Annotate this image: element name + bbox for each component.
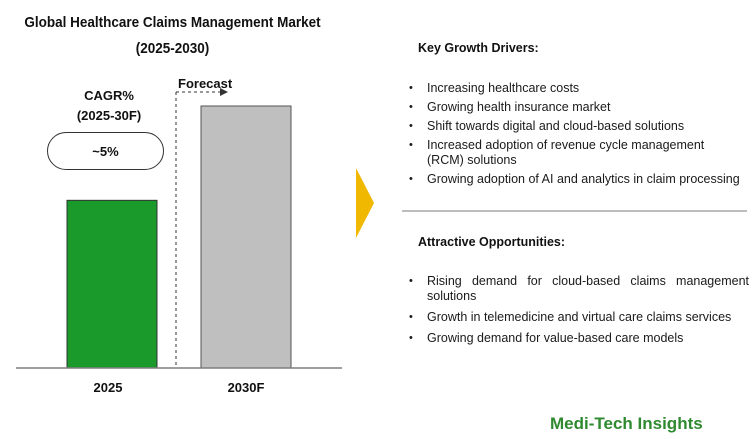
driver-item: Growing health insurance market — [409, 100, 744, 115]
x-tick-label-2025: 2025 — [94, 380, 123, 395]
forecast-label: Forecast — [178, 76, 233, 91]
driver-item: Increasing healthcare costs — [409, 81, 744, 96]
opportunity-item: Growth in telemedicine and virtual care … — [409, 310, 749, 325]
forecast-arrowhead-icon — [220, 88, 228, 96]
chart-title-line1: Global Healthcare Claims Management Mark… — [24, 14, 321, 31]
x-tick-label-2030f: 2030F — [228, 380, 265, 395]
chart-title: Global Healthcare Claims Management Mark… — [17, 10, 328, 62]
cagr-value-pill: ~5% — [47, 132, 164, 170]
bar-2025 — [66, 199, 158, 369]
cagr-label-line2: (2025-30F) — [76, 108, 142, 123]
forecast-arrow — [175, 88, 228, 368]
chevron-right-arrow-icon — [356, 168, 374, 238]
bar-2030f — [200, 105, 292, 369]
attractive-opportunities-title: Attractive Opportunities: — [418, 234, 565, 249]
bar-chart: 2025 2030F — [16, 88, 342, 395]
driver-item: Shift towards digital and cloud-based so… — [409, 119, 744, 134]
opportunity-item: Rising demand for cloud-based claims man… — [409, 274, 749, 304]
key-growth-drivers-title: Key Growth Drivers: — [418, 40, 539, 55]
cagr-label-line1: CAGR% — [84, 88, 134, 103]
opportunity-item: Growing demand for value-based care mode… — [409, 331, 749, 346]
section-divider — [402, 210, 747, 212]
cagr-label: CAGR% (2025-30F) — [46, 86, 172, 126]
brand-logo-text: Medi-Tech Insights — [550, 414, 703, 433]
key-growth-drivers-list: Increasing healthcare costs Growing heal… — [409, 81, 744, 187]
attractive-opportunities-list: Rising demand for cloud-based claims man… — [409, 274, 749, 346]
driver-item: Increased adoption of revenue cycle mana… — [409, 138, 744, 168]
chart-title-line2: (2025-2030) — [135, 40, 210, 57]
driver-item: Growing adoption of AI and analytics in … — [409, 172, 744, 187]
cagr-value: ~5% — [92, 143, 119, 159]
